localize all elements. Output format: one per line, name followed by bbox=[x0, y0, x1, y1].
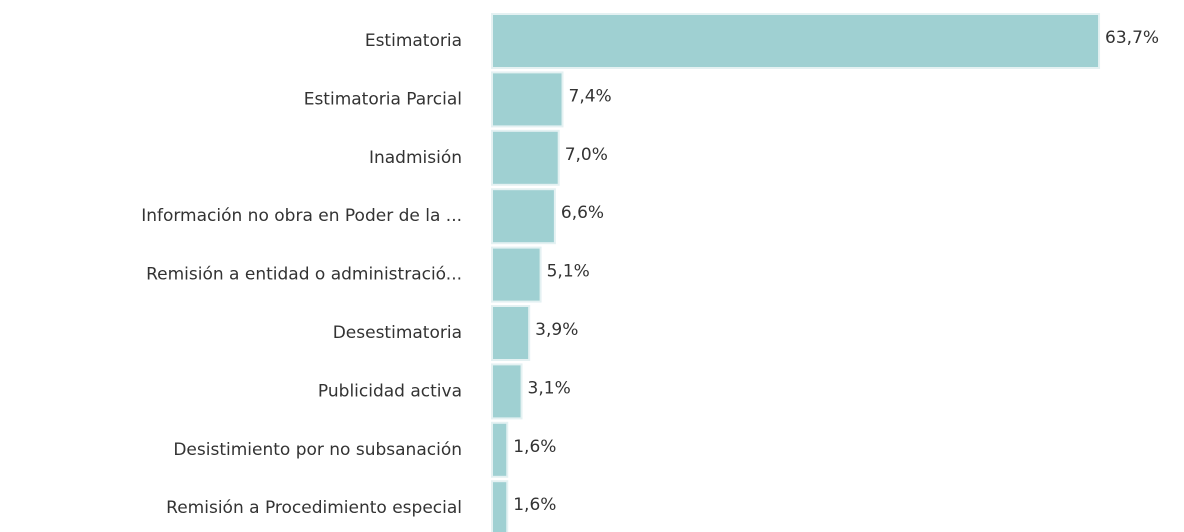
category-label: Desestimatoria bbox=[333, 323, 462, 343]
bar bbox=[491, 188, 556, 245]
bar bbox=[491, 71, 564, 128]
value-label: 7,4% bbox=[569, 86, 612, 106]
value-label: 5,1% bbox=[547, 262, 590, 282]
bar bbox=[491, 246, 542, 303]
bar bbox=[491, 363, 523, 420]
value-label: 63,7% bbox=[1105, 28, 1159, 48]
bar bbox=[491, 480, 509, 532]
bar bbox=[491, 305, 531, 361]
category-label: Estimatoria bbox=[365, 31, 462, 51]
bar bbox=[491, 421, 509, 478]
value-label: 6,6% bbox=[561, 203, 604, 223]
bar bbox=[491, 129, 560, 186]
value-label: 7,0% bbox=[565, 145, 608, 165]
value-label: 1,6% bbox=[513, 495, 556, 515]
category-label: Inadmisión bbox=[369, 148, 462, 168]
category-label: Estimatoria Parcial bbox=[304, 89, 462, 109]
category-label: Publicidad activa bbox=[318, 381, 462, 401]
value-label: 3,1% bbox=[528, 378, 571, 398]
category-label: Remisión a entidad o administració... bbox=[146, 265, 462, 285]
category-label: Remisión a Procedimiento especial bbox=[166, 498, 462, 518]
category-label: Información no obra en Poder de la ... bbox=[141, 206, 462, 226]
value-label: 1,6% bbox=[513, 437, 556, 457]
category-label: Desistimiento por no subsanación bbox=[173, 440, 462, 460]
value-label: 3,9% bbox=[535, 320, 578, 340]
bar bbox=[491, 13, 1101, 69]
